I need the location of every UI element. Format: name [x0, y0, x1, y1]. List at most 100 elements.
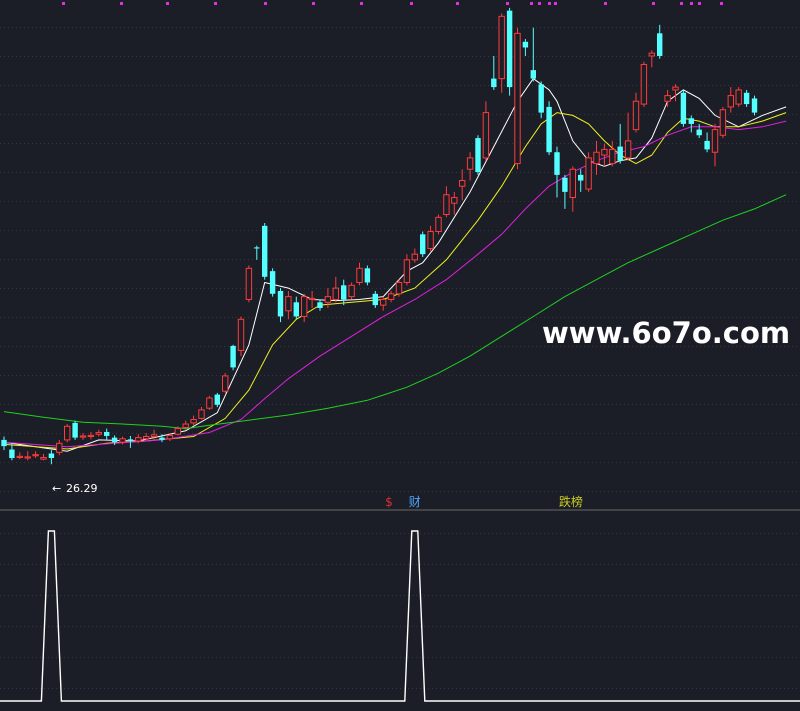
candle	[514, 27, 521, 170]
candle	[459, 169, 466, 201]
candle-body	[72, 422, 78, 438]
candle	[743, 89, 750, 107]
candle-body	[624, 140, 632, 159]
candle-body	[372, 293, 378, 306]
watermark-text: www.6o7o.com	[542, 316, 790, 350]
candle	[356, 262, 363, 286]
candle-body	[1, 439, 7, 447]
candle	[735, 87, 742, 107]
candle-body	[546, 106, 552, 153]
top-dot	[680, 2, 683, 5]
candle-body	[601, 148, 608, 156]
candle	[585, 152, 592, 192]
candle-body	[617, 146, 623, 161]
candle	[696, 123, 702, 139]
candle-body	[324, 296, 332, 303]
candle	[491, 55, 497, 90]
candlesticks	[1, 7, 758, 465]
candle	[719, 106, 727, 139]
candle-body	[522, 41, 529, 48]
candle-body	[150, 434, 158, 438]
candle	[293, 296, 299, 320]
candle-body	[498, 15, 505, 80]
candle	[40, 454, 47, 461]
candle-body	[380, 298, 387, 306]
candle	[16, 452, 24, 460]
candle	[119, 436, 126, 445]
candle	[498, 13, 505, 93]
candle-body	[285, 296, 292, 312]
candle-body	[451, 197, 458, 204]
candle-body	[435, 216, 442, 233]
candle-body	[206, 397, 213, 409]
candle	[380, 296, 387, 311]
top-dot	[530, 2, 533, 5]
top-dot	[506, 2, 509, 5]
candle-body	[254, 247, 260, 249]
candle	[277, 288, 284, 323]
candle	[127, 435, 134, 448]
candle-body	[56, 442, 63, 453]
candle-body	[506, 10, 513, 88]
top-dot	[312, 2, 315, 5]
top-dot	[538, 2, 541, 5]
candle	[95, 429, 102, 437]
candle	[387, 290, 395, 303]
candle	[578, 169, 584, 192]
candle	[285, 290, 292, 320]
candle	[593, 140, 600, 175]
candle	[150, 429, 158, 440]
candle	[214, 392, 220, 408]
min-price-label: 26.29	[66, 482, 98, 495]
candle-body	[348, 284, 355, 298]
candle	[206, 395, 213, 410]
ma-line-1	[3, 77, 787, 452]
top-dot	[698, 2, 701, 5]
candle	[79, 433, 87, 440]
candle-body	[79, 435, 87, 438]
candle-body	[538, 84, 544, 113]
candle	[443, 186, 450, 218]
top-dot	[120, 2, 123, 5]
candle	[482, 101, 490, 161]
candle-body	[443, 194, 450, 216]
candle	[237, 316, 245, 357]
candle-body	[95, 432, 102, 435]
candle	[324, 288, 332, 308]
candle-body	[222, 375, 229, 392]
candle-body	[104, 431, 110, 436]
candle	[198, 407, 205, 420]
candle-body	[40, 456, 47, 460]
candle-body	[308, 297, 316, 300]
candle	[688, 115, 694, 133]
candle-body	[262, 225, 268, 277]
candle	[56, 439, 63, 456]
top-dot	[652, 2, 655, 5]
candle-body	[16, 455, 24, 458]
candle	[569, 166, 576, 212]
signal-line	[0, 530, 800, 702]
candle	[648, 50, 655, 68]
candle-body	[293, 302, 299, 317]
top-dot	[690, 2, 693, 5]
candle	[420, 231, 426, 257]
moving-average-lines	[3, 77, 787, 452]
candle	[451, 191, 458, 215]
candle-body	[135, 437, 142, 442]
candle	[24, 451, 31, 461]
candle-body	[696, 129, 702, 136]
candle-body	[364, 268, 371, 283]
candle-body	[466, 157, 474, 170]
candle	[672, 84, 679, 102]
candle-body	[530, 70, 536, 79]
candle	[632, 92, 640, 133]
candle	[143, 433, 150, 441]
candle-body	[727, 95, 734, 108]
candle-body	[174, 428, 182, 435]
candle-body	[214, 394, 220, 405]
candle	[317, 299, 323, 311]
candle-body	[664, 95, 671, 102]
candle	[711, 123, 719, 167]
candle	[624, 112, 632, 161]
candle-body	[143, 436, 150, 440]
